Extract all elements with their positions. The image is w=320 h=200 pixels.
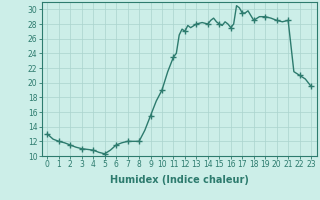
X-axis label: Humidex (Indice chaleur): Humidex (Indice chaleur) <box>110 175 249 185</box>
